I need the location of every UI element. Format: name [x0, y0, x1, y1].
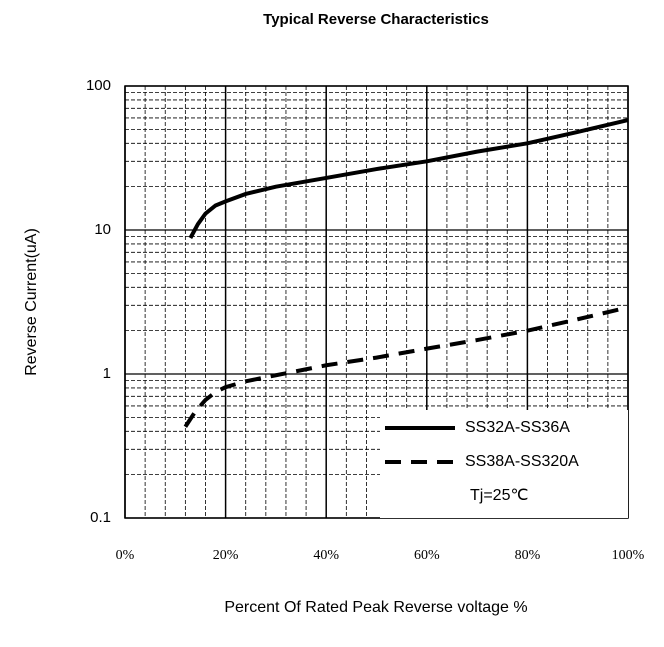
annotation: Tj=25℃ [470, 487, 528, 504]
plot-frame [124, 85, 629, 519]
x-tick-label: 20% [213, 548, 239, 563]
x-tick-label: 0% [116, 548, 135, 563]
y-tick-label: 0.1 [90, 509, 111, 526]
legend-label: SS38A-SS320A [465, 453, 579, 470]
x-axis-label: Percent Of Rated Peak Reverse voltage % [224, 599, 527, 616]
legend-label: SS32A-SS36A [465, 419, 570, 436]
y-tick-label: 100 [86, 77, 111, 94]
x-tick-label: 100% [612, 548, 645, 563]
y-axis-label: Reverse Current(uA) [23, 228, 40, 376]
data-line [188, 118, 629, 239]
x-tick-label: 40% [313, 548, 339, 563]
chart-title: Typical Reverse Characteristics [263, 11, 489, 28]
x-tick-label: 60% [414, 548, 440, 563]
x-tick-label: 80% [515, 548, 541, 563]
data-line [183, 305, 629, 428]
y-tick-label: 10 [94, 221, 111, 238]
y-tick-label: 1 [103, 365, 111, 382]
